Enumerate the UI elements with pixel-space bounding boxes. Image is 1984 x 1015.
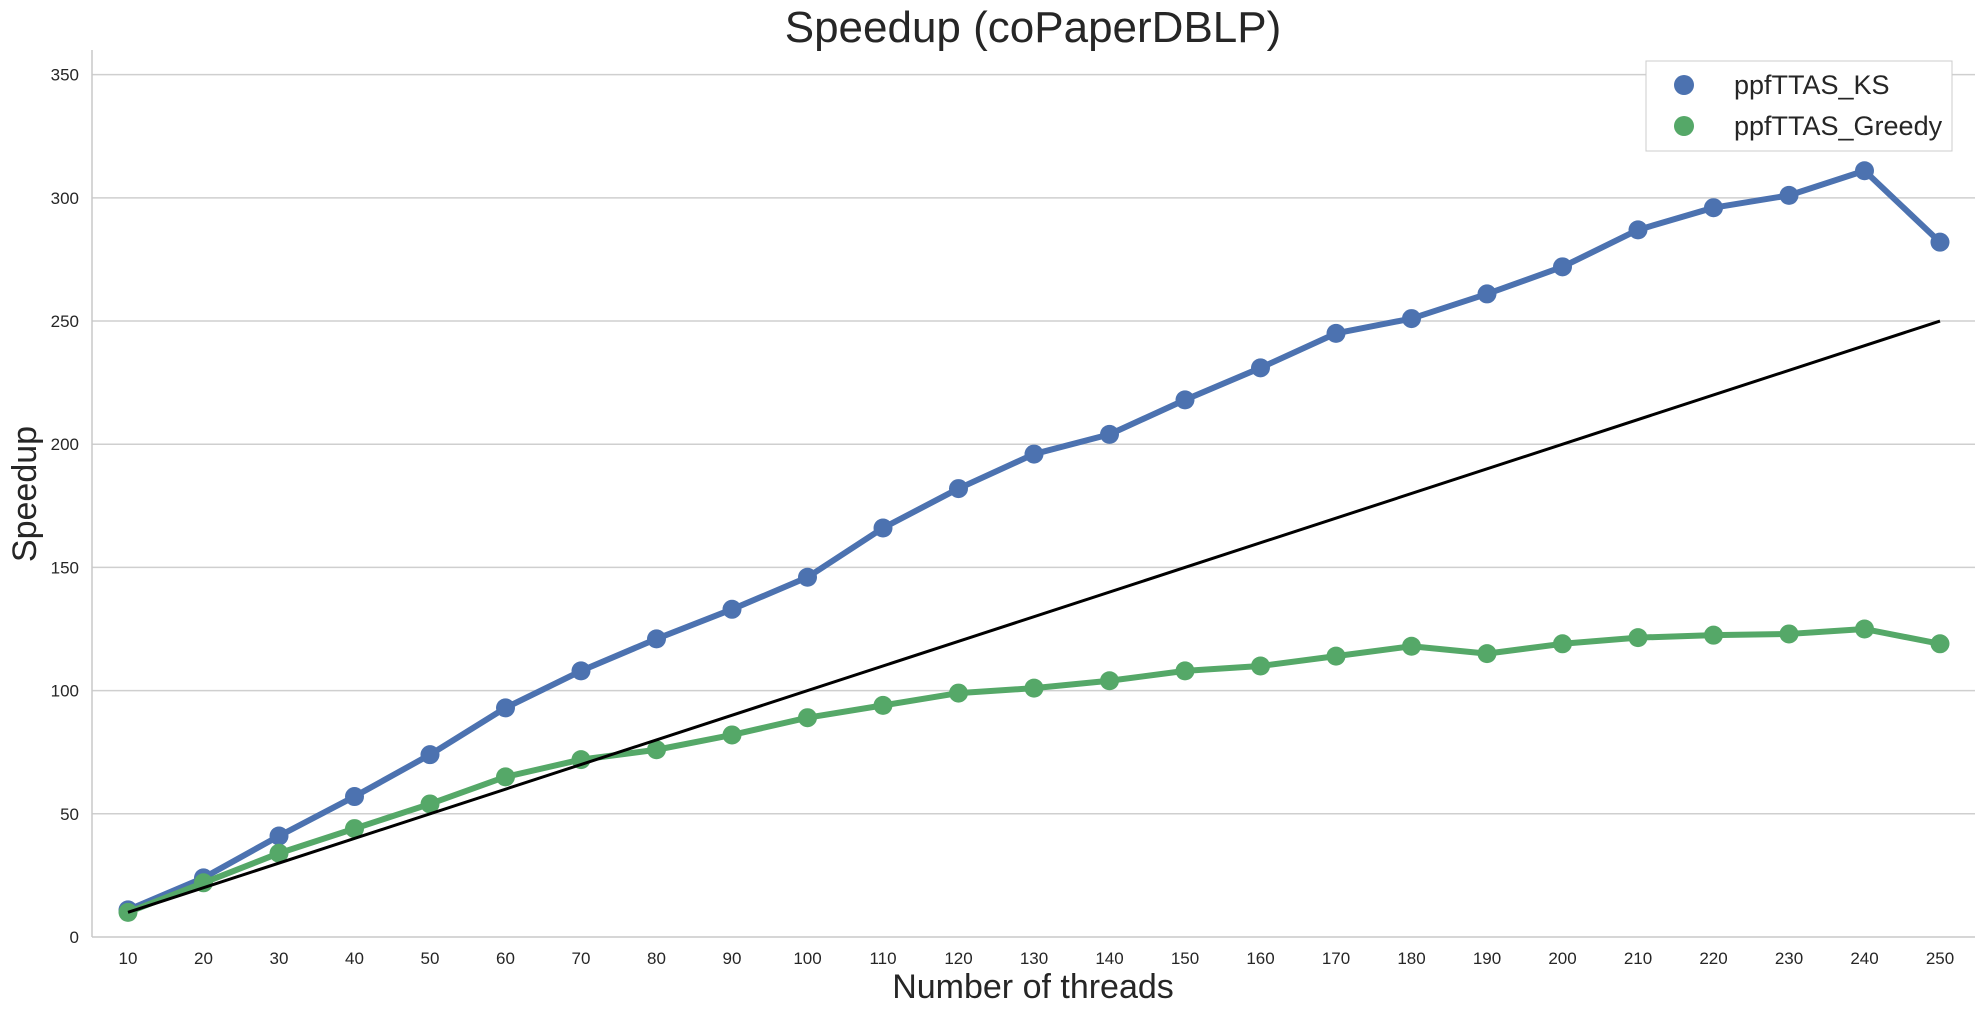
data-point — [1628, 220, 1648, 240]
x-tick-label: 160 — [1246, 949, 1274, 968]
data-point — [1402, 309, 1421, 329]
y-tick-label: 100 — [51, 682, 79, 701]
y-tick-label: 200 — [51, 435, 79, 454]
data-point — [1704, 198, 1723, 218]
data-point — [571, 661, 591, 681]
data-point — [722, 599, 742, 619]
series-ppfttas-greedy — [118, 619, 1950, 922]
x-tick-label: 240 — [1850, 949, 1878, 968]
gridlines — [92, 73, 1975, 815]
y-tick-label: 0 — [70, 928, 79, 947]
x-tick-labels: 10 20 30 40 50 60 70 80 90 100 110 120 130 140 150 160 1… — [119, 949, 1955, 968]
data-point — [1251, 656, 1270, 676]
data-point — [1477, 284, 1497, 304]
x-tick-label: 60 — [496, 949, 515, 968]
x-tick-label: 130 — [1020, 949, 1048, 968]
x-tick-label: 230 — [1775, 949, 1803, 968]
data-point — [1930, 232, 1950, 252]
legend-marker-ppfttas-ks — [1674, 75, 1694, 95]
data-point — [1402, 636, 1421, 656]
data-point — [1930, 634, 1950, 654]
data-point — [949, 683, 968, 703]
x-tick-label: 40 — [345, 949, 364, 968]
legend-label-ppfttas-greedy: ppfTTAS_Greedy — [1734, 111, 1943, 141]
data-point — [1175, 390, 1195, 410]
data-point — [798, 708, 817, 728]
x-tick-label: 250 — [1926, 949, 1954, 968]
data-point — [873, 518, 893, 538]
data-point — [949, 479, 968, 499]
data-point — [1704, 625, 1723, 645]
data-point — [647, 629, 666, 649]
x-tick-label: 100 — [793, 949, 821, 968]
x-tick-label: 170 — [1322, 949, 1350, 968]
x-tick-label: 30 — [270, 949, 289, 968]
data-point — [1779, 624, 1799, 644]
data-point — [420, 745, 440, 765]
data-point — [496, 698, 515, 718]
x-tick-label: 70 — [572, 949, 591, 968]
y-axis-label: Speedup — [6, 426, 44, 562]
data-point — [1326, 646, 1346, 666]
data-point — [496, 767, 515, 787]
data-point — [1553, 634, 1572, 654]
data-point — [1855, 619, 1874, 639]
data-point — [1553, 257, 1572, 277]
data-point — [1100, 424, 1119, 444]
y-tick-label: 150 — [51, 558, 79, 577]
data-point — [345, 787, 364, 807]
x-tick-label: 140 — [1095, 949, 1123, 968]
legend: ppfTTAS_KS ppfTTAS_Greedy — [1645, 60, 1953, 152]
x-tick-label: 80 — [647, 949, 666, 968]
x-tick-label: 120 — [944, 949, 972, 968]
data-point — [1779, 185, 1799, 205]
x-tick-label: 210 — [1624, 949, 1652, 968]
x-tick-label: 190 — [1473, 949, 1501, 968]
data-point — [647, 740, 666, 760]
x-tick-label: 50 — [421, 949, 440, 968]
data-point — [1251, 358, 1270, 378]
data-point — [345, 819, 364, 839]
y-tick-label: 250 — [51, 312, 79, 331]
series-line — [126, 167, 1943, 913]
x-tick-label: 150 — [1171, 949, 1199, 968]
y-tick-label: 300 — [51, 189, 79, 208]
x-axis-label: Number of threads — [892, 968, 1174, 1006]
data-point — [1628, 628, 1648, 648]
chart-title: Speedup (coPaperDBLP) — [785, 3, 1282, 52]
data-point — [269, 826, 289, 846]
legend-box — [1645, 60, 1953, 152]
x-tick-label: 200 — [1548, 949, 1576, 968]
data-point — [269, 843, 289, 863]
x-tick-label: 10 — [119, 949, 138, 968]
x-tick-label: 20 — [194, 949, 213, 968]
series-layer — [118, 161, 1950, 922]
data-point — [1175, 661, 1195, 681]
x-tick-label: 220 — [1699, 949, 1727, 968]
data-point — [1326, 323, 1346, 343]
legend-marker-ppfttas-greedy — [1674, 116, 1694, 136]
data-point — [1024, 444, 1044, 464]
data-point — [1024, 678, 1044, 698]
data-point — [1477, 644, 1497, 664]
series-ppfttas-ks — [118, 161, 1950, 920]
data-point — [722, 725, 742, 745]
data-point — [420, 794, 440, 814]
reference-line — [127, 319, 1941, 914]
data-point — [798, 567, 817, 587]
y-tick-label: 350 — [51, 66, 79, 85]
data-point — [1855, 161, 1874, 181]
legend-label-ppfttas-ks: ppfTTAS_KS — [1734, 70, 1890, 100]
x-tick-label: 90 — [723, 949, 742, 968]
data-point — [873, 695, 893, 715]
x-tick-label: 110 — [869, 949, 896, 968]
x-tick-label: 180 — [1397, 949, 1425, 968]
y-tick-label: 50 — [60, 805, 79, 824]
y-tick-labels: 0 50 100 150 200 250 300 350 — [51, 66, 79, 947]
data-point — [1100, 671, 1119, 691]
